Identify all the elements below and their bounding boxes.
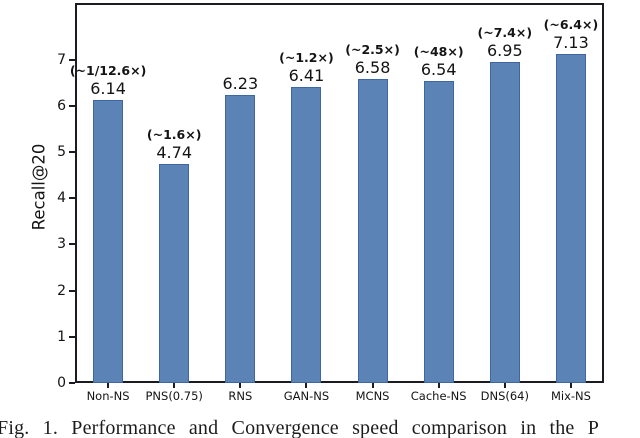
y-tick-mark: [69, 382, 75, 384]
x-tick-mark: [371, 383, 374, 388]
bar: [555, 53, 586, 383]
x-tick-mark: [437, 383, 440, 388]
y-tick-label: 4: [57, 190, 66, 207]
x-tick-mark: [503, 383, 506, 388]
x-tick-mark: [173, 383, 176, 388]
bar-value-label: 6.14: [90, 78, 126, 98]
bar: [357, 79, 388, 383]
x-tick-mark: [107, 383, 110, 388]
x-tick-label: Mix-NS: [550, 389, 591, 403]
y-tick-mark: [69, 151, 75, 154]
y-tick-mark: [69, 197, 75, 200]
x-tick-label: Non-NS: [86, 389, 130, 403]
bar: [489, 62, 520, 383]
x-tick-label: GAN-NS: [283, 389, 330, 403]
bar-value-label: 6.58: [354, 58, 391, 78]
figure-caption: Fig. 1. Performance and Convergence spee…: [0, 417, 600, 438]
y-tick-mark: [69, 58, 75, 61]
x-tick-label: RNS: [228, 389, 253, 403]
y-tick-label: 0: [57, 375, 66, 391]
x-tick-mark: [305, 383, 308, 388]
y-tick-label: 6: [57, 97, 66, 114]
y-tick-label: 7: [57, 51, 66, 68]
x-tick-label: PNS(0.75): [145, 389, 203, 403]
bar-value-label: 6.54: [420, 60, 457, 80]
x-tick-label: Cache-NS: [410, 389, 467, 403]
bar-speedup-annotation: (~7.4×): [477, 25, 533, 41]
bar-speedup-annotation: (~2.5×): [345, 42, 400, 58]
bar-value-label: 6.41: [288, 66, 325, 86]
bar-value-label: 7.13: [553, 32, 589, 52]
y-tick-label: 2: [57, 282, 66, 299]
x-tick-mark: [239, 383, 242, 388]
bar-speedup-annotation: (~1.6×): [146, 127, 202, 143]
x-tick-label: MCNS: [355, 389, 390, 403]
bar-speedup-annotation: (~1/12.6×): [69, 62, 147, 78]
bar-value-label: 6.95: [487, 41, 523, 61]
bar: [423, 81, 454, 383]
x-tick-label: DNS(64): [480, 389, 529, 403]
bar: [159, 164, 190, 383]
plot-area: [75, 3, 604, 383]
y-tick-mark: [69, 289, 75, 292]
y-tick-label: 5: [57, 144, 66, 161]
y-tick-mark: [69, 335, 75, 338]
bar: [225, 95, 256, 383]
bar-speedup-annotation: (~6.4×): [543, 16, 599, 32]
y-tick-mark: [69, 243, 75, 246]
y-tick-label: 3: [57, 236, 66, 253]
bar: [291, 87, 322, 383]
bar-speedup-annotation: (~1.2×): [279, 50, 334, 66]
x-tick-mark: [569, 383, 572, 388]
y-tick-mark: [69, 104, 75, 107]
bar-speedup-annotation: (~48×): [413, 44, 464, 60]
y-tick-label: 1: [57, 328, 66, 345]
bar-value-label: 6.23: [222, 74, 259, 94]
bar: [93, 99, 124, 383]
bar-value-label: 4.74: [156, 143, 192, 163]
